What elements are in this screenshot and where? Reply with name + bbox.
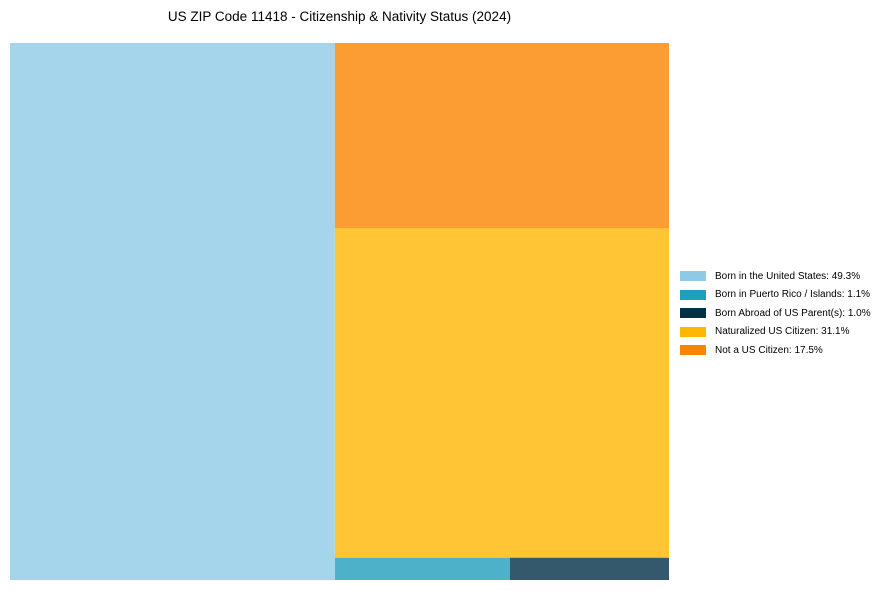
treemap-tile-not-a-us-citizen [334,43,669,229]
legend-item: Not a US Citizen: 17.5% [680,341,871,360]
treemap-tile-born-in-puerto-rico-islands [334,557,510,580]
legend-item: Born in the United States: 49.3% [680,267,871,286]
legend-label: Born Abroad of US Parent(s): 1.0% [715,307,871,319]
legend: Born in the United States: 49.3% Born in … [680,267,871,360]
legend-label: Not a US Citizen: 17.5% [715,344,823,356]
treemap-tile-born-in-the-united-states [10,43,335,580]
legend-swatch [680,308,706,319]
legend-label: Born in the United States: 49.3% [715,270,861,282]
legend-label: Naturalized US Citizen: 31.1% [715,326,850,338]
treemap-tile-naturalized-us-citizen [334,228,669,558]
treemap-tile-born-abroad-of-us-parent-s [509,557,669,580]
legend-swatch [680,345,706,356]
legend-item: Born Abroad of US Parent(s): 1.0% [680,304,871,323]
legend-item: Naturalized US Citizen: 31.1% [680,323,871,342]
chart-title: US ZIP Code 11418 - Citizenship & Nativi… [167,9,512,24]
legend-item: Born in Puerto Rico / Islands: 1.1% [680,286,871,305]
legend-swatch [680,271,706,282]
legend-label: Born in Puerto Rico / Islands: 1.1% [715,289,871,301]
legend-swatch [680,326,706,337]
legend-swatch [680,289,706,300]
